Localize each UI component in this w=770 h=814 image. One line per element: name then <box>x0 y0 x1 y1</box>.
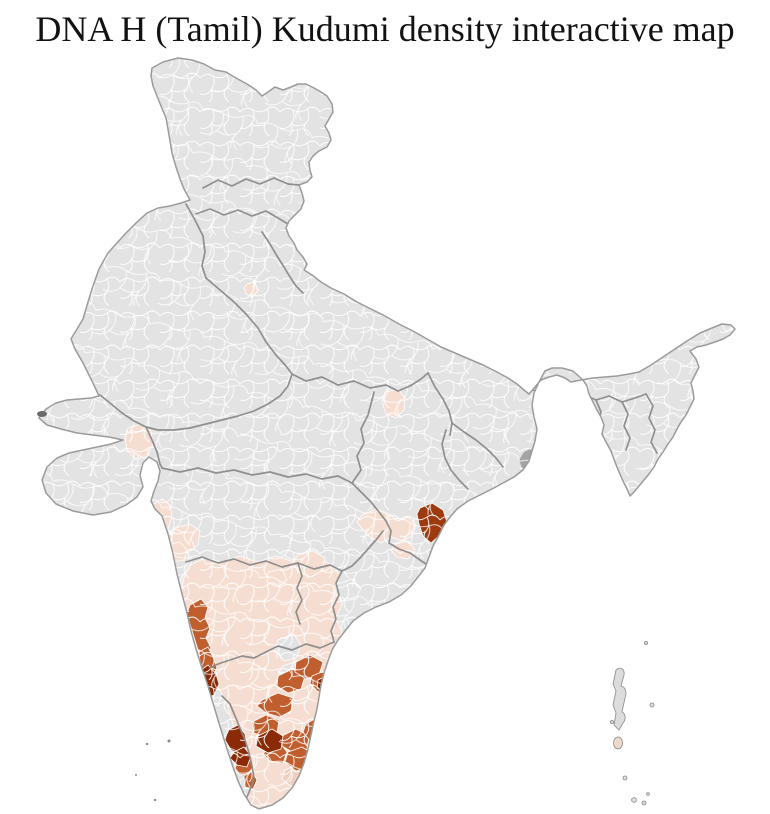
district-region-tn-delta[interactable] <box>313 727 334 749</box>
andaman-main-chain <box>612 667 627 731</box>
island-dot <box>644 641 649 646</box>
andaman-nicobar-islands[interactable] <box>610 641 655 806</box>
state-borders <box>99 177 658 800</box>
lakshadweep-islands[interactable] <box>135 739 171 802</box>
kutch-dark-islet <box>37 411 47 417</box>
nicobar-dot <box>631 797 637 803</box>
map-title: DNA H (Tamil) Kudumi density interactive… <box>35 9 735 49</box>
andaman-island-tinted <box>613 736 623 750</box>
island-dot <box>610 720 615 725</box>
nicobar-dot <box>622 775 628 781</box>
district-boundaries-overlay-2 <box>39 58 735 809</box>
island-dot <box>649 702 655 708</box>
nicobar-dot <box>646 792 650 796</box>
lakshadweep-dot <box>135 774 137 776</box>
nicobar-dot <box>641 800 647 806</box>
lakshadweep-dot <box>153 798 157 802</box>
india-coastline <box>38 57 736 810</box>
lakshadweep-dot <box>145 742 149 746</box>
lakshadweep-dot <box>167 739 171 743</box>
